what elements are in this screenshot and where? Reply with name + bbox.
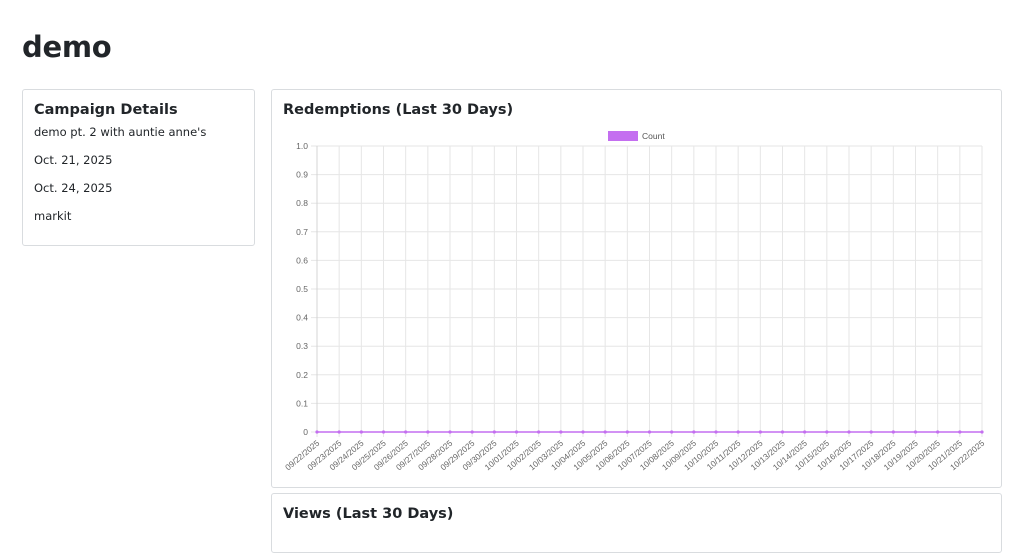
data-point: [603, 430, 607, 434]
data-point: [404, 430, 408, 434]
data-point: [736, 430, 740, 434]
data-point: [492, 430, 496, 434]
data-point: [315, 430, 319, 434]
y-tick-label: 0.2: [296, 370, 308, 380]
data-point: [869, 430, 873, 434]
data-point: [470, 430, 474, 434]
data-point: [514, 430, 519, 434]
data-point: [647, 430, 652, 434]
y-tick-label: 0.6: [296, 255, 308, 265]
y-tick-label: 0.1: [296, 398, 308, 408]
data-point: [980, 430, 984, 434]
page-title: demo: [22, 30, 112, 64]
data-point: [780, 430, 785, 434]
campaign-details-heading: Campaign Details: [34, 102, 178, 118]
y-tick-label: 0.5: [296, 284, 308, 294]
views-chart-heading: Views (Last 30 Days): [283, 506, 454, 522]
data-point: [803, 430, 807, 434]
data-point: [559, 430, 563, 434]
data-point: [426, 430, 430, 434]
data-point: [381, 430, 386, 434]
y-tick-label: 0.4: [296, 313, 308, 323]
campaign-details-card: Campaign Details demo pt. 2 with auntie …: [22, 89, 255, 246]
campaign-brand: markit: [34, 209, 72, 223]
data-point: [958, 430, 962, 434]
data-point: [625, 430, 629, 434]
redemptions-chart: 00.10.20.30.40.50.60.70.80.91.009/22/202…: [283, 131, 987, 472]
legend-swatch: [608, 131, 638, 141]
data-point: [847, 430, 851, 434]
campaign-name: demo pt. 2 with auntie anne's: [34, 125, 207, 139]
campaign-end-date: Oct. 24, 2025: [34, 181, 113, 195]
y-tick-label: 1.0: [296, 141, 308, 151]
data-point: [758, 430, 762, 434]
legend-label: Count: [642, 131, 665, 141]
campaign-start-date: Oct. 21, 2025: [34, 153, 113, 167]
data-point: [581, 430, 585, 434]
data-point: [936, 430, 940, 434]
redemptions-chart-heading: Redemptions (Last 30 Days): [283, 102, 514, 118]
data-point: [448, 430, 452, 434]
data-point: [913, 430, 918, 434]
data-point: [670, 430, 674, 434]
data-point: [359, 430, 363, 434]
y-tick-label: 0.8: [296, 198, 308, 208]
y-tick-label: 0: [303, 427, 308, 437]
data-point: [891, 430, 895, 434]
data-point: [825, 430, 829, 434]
y-tick-label: 0.7: [296, 227, 308, 237]
y-tick-label: 0.9: [296, 170, 308, 180]
data-point: [337, 430, 341, 434]
y-tick-label: 0.3: [296, 341, 308, 351]
data-point: [714, 430, 718, 434]
views-chart-card: Views (Last 30 Days): [271, 493, 1002, 553]
data-point: [692, 430, 696, 434]
redemptions-chart-card: Redemptions (Last 30 Days) 0 0.1 0.2 0.3 0.4…: [271, 89, 1002, 488]
data-point: [537, 430, 541, 434]
